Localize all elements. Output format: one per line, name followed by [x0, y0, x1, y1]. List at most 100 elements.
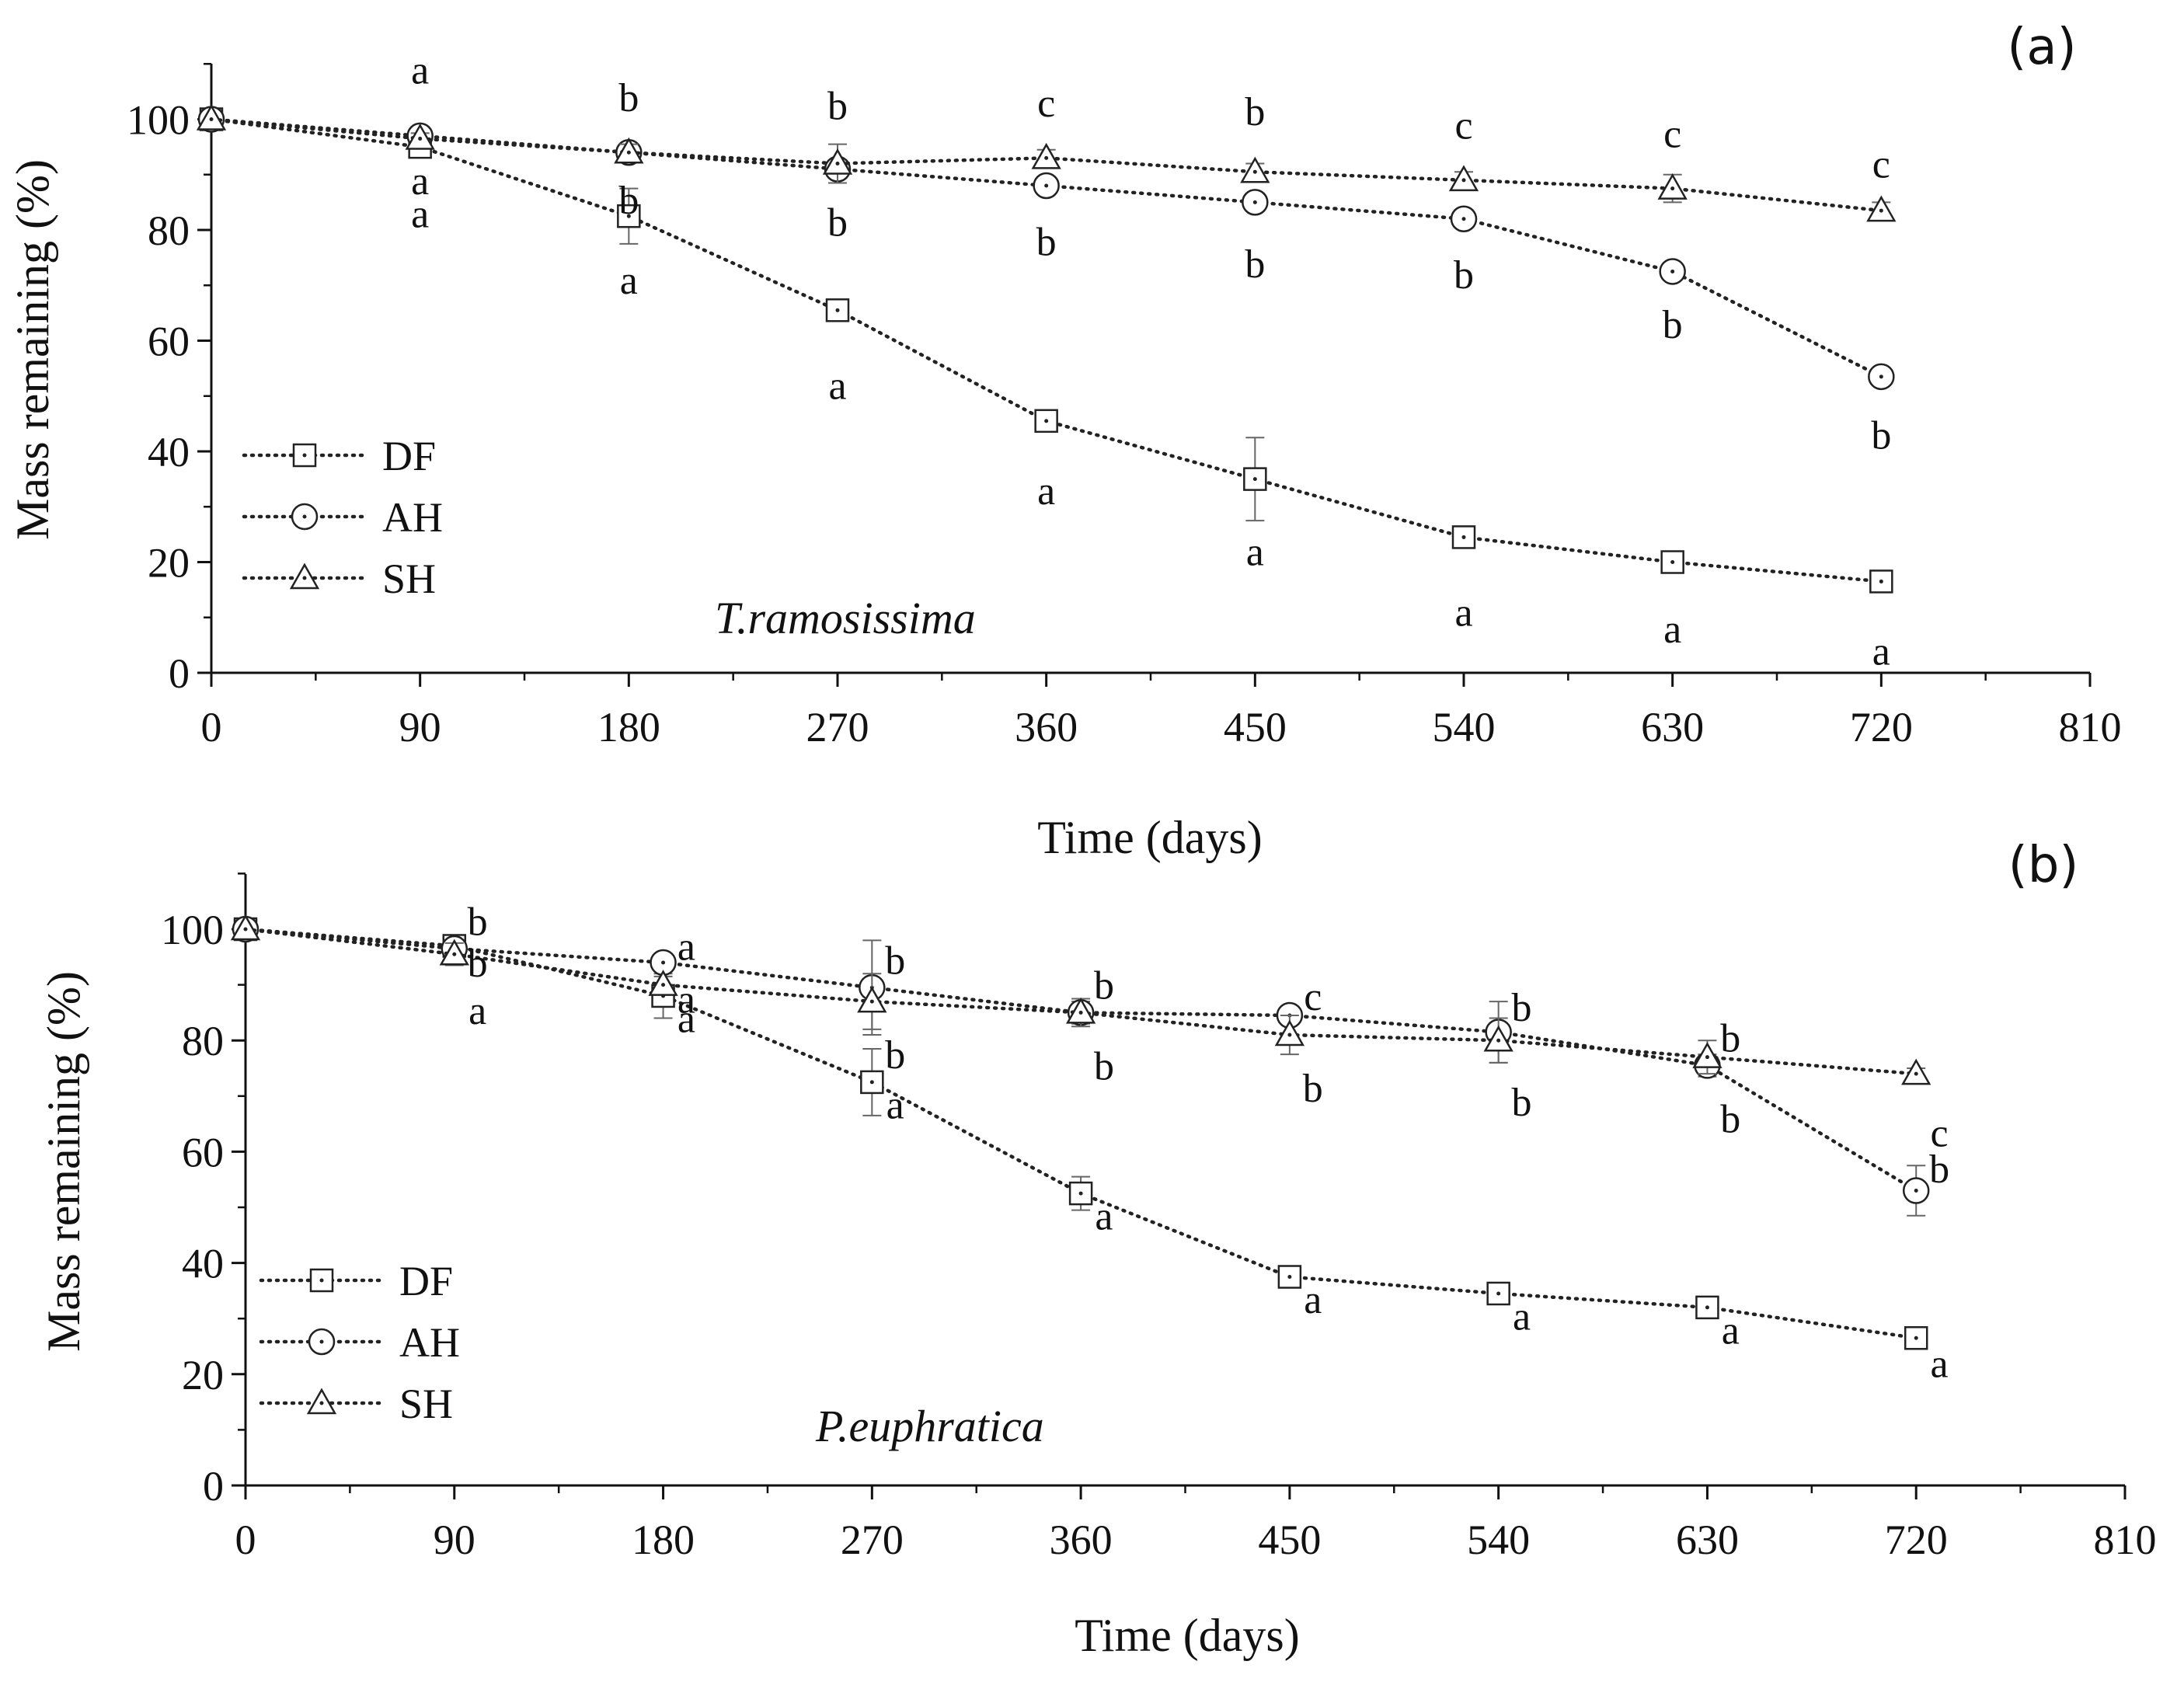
data-point-ah	[1033, 172, 1060, 200]
x-tick-label: 360	[1050, 1517, 1113, 1563]
marker-center-dot	[1044, 155, 1049, 160]
x-tick-label: 540	[1467, 1517, 1530, 1563]
significance-label: c	[1663, 112, 1681, 156]
x-tick-label: 540	[1433, 704, 1496, 750]
marker-center-dot	[302, 453, 307, 458]
y-axis-title: Mass remaining (%)	[38, 971, 89, 1352]
significance-label: a	[1663, 608, 1681, 652]
marker-center-dot	[1287, 1275, 1292, 1279]
data-point-df	[1869, 569, 1893, 594]
marker-center-dot	[1078, 1191, 1083, 1196]
data-point-df	[1486, 1281, 1510, 1306]
y-tick-label: 60	[182, 1129, 224, 1175]
significance-label: b	[827, 200, 848, 245]
significance-label: a	[1872, 630, 1890, 674]
significance-label: a	[1931, 1342, 1949, 1386]
x-tick-label: 270	[841, 1517, 904, 1563]
significance-label: a	[1037, 469, 1055, 514]
significance-label: a	[1246, 530, 1264, 574]
significance-label: a	[411, 159, 429, 204]
significance-label: a	[677, 925, 695, 969]
marker-center-dot	[835, 162, 840, 165]
species-annotation: P.euphratica	[815, 1401, 1044, 1451]
significance-label: b	[1720, 1097, 1740, 1141]
x-tick-label: 360	[1015, 704, 1078, 750]
significance-label: a	[1304, 1278, 1322, 1322]
significance-label: a	[411, 193, 429, 237]
panel-label: (b)	[2008, 837, 2079, 894]
legend-label: SH	[382, 555, 436, 602]
data-point-ah	[1868, 363, 1895, 391]
x-tick-label: 90	[434, 1517, 475, 1563]
data-point-sh	[196, 103, 227, 131]
data-point-df	[1451, 525, 1476, 549]
significance-label: b	[468, 900, 488, 944]
significance-label: a	[468, 989, 486, 1033]
data-point-df	[1277, 1265, 1302, 1289]
marker-center-dot	[1914, 1336, 1918, 1340]
significance-label: b	[1512, 986, 1532, 1030]
significance-label: a	[1513, 1295, 1531, 1339]
data-point-sh	[1901, 1058, 1931, 1085]
legend-item-ah: AH	[259, 1319, 460, 1366]
data-point-ah	[1659, 258, 1686, 285]
marker-center-dot	[626, 214, 631, 218]
significance-label: b	[827, 85, 848, 129]
legend-item-df: DF	[242, 433, 436, 479]
marker-center-dot	[418, 136, 423, 141]
marker-center-dot	[1879, 579, 1883, 583]
significance-label: b	[1512, 1081, 1532, 1125]
legend-marker-df	[309, 1268, 334, 1293]
marker-center-dot	[1461, 217, 1466, 221]
data-point-sh	[439, 939, 469, 966]
marker-center-dot	[1705, 1305, 1709, 1310]
data-point-sh	[405, 123, 435, 150]
x-tick-label: 810	[2094, 1517, 2157, 1563]
marker-center-dot	[1879, 374, 1883, 379]
marker-center-dot	[1252, 200, 1257, 204]
significance-label: b	[1871, 414, 1891, 458]
data-point-sh	[822, 148, 853, 175]
significance-label: a	[828, 364, 846, 409]
legend-item-df: DF	[259, 1258, 453, 1304]
series-sh	[230, 914, 1931, 1085]
y-axis-title: Mass remaining (%)	[7, 159, 58, 540]
significance-label: c	[1037, 82, 1055, 126]
y-tick-label: 0	[169, 650, 190, 697]
y-tick-label: 20	[148, 540, 190, 587]
significance-label: a	[411, 48, 429, 92]
y-tick-label: 100	[161, 907, 224, 953]
data-point-sh	[1274, 1019, 1305, 1046]
marker-center-dot	[1252, 169, 1257, 174]
marker-center-dot	[319, 1278, 324, 1283]
marker-center-dot	[661, 960, 666, 965]
x-tick-label: 450	[1258, 1517, 1321, 1563]
x-tick-label: 0	[235, 1517, 256, 1563]
marker-center-dot	[1670, 269, 1675, 273]
marker-center-dot	[1879, 208, 1883, 213]
data-point-sh	[230, 914, 261, 941]
data-point-sh	[614, 137, 644, 164]
significance-label: b	[1663, 303, 1683, 347]
marker-center-dot	[1914, 1071, 1918, 1076]
y-tick-label: 80	[148, 207, 190, 254]
legend-marker-sh	[306, 1388, 337, 1415]
x-axis-title: Time (days)	[1075, 1610, 1299, 1661]
data-point-df	[825, 298, 850, 322]
x-tick-label: 630	[1676, 1517, 1739, 1563]
significance-label: b	[885, 939, 905, 983]
x-tick-label: 90	[399, 704, 441, 750]
significance-label: a	[1722, 1309, 1740, 1353]
marker-square	[1695, 1295, 1719, 1320]
legend: DF AH SH	[242, 433, 443, 602]
x-tick-label: 450	[1224, 704, 1287, 750]
x-tick-label: 720	[1850, 704, 1913, 750]
data-point-sh	[1031, 142, 1061, 169]
significance-label: a	[1095, 1195, 1113, 1239]
significance-label: a	[620, 259, 638, 303]
x-tick-label: 180	[632, 1517, 695, 1563]
series-sh	[196, 103, 1897, 222]
data-point-sh	[1692, 1042, 1722, 1068]
marker-center-dot	[1670, 186, 1675, 191]
